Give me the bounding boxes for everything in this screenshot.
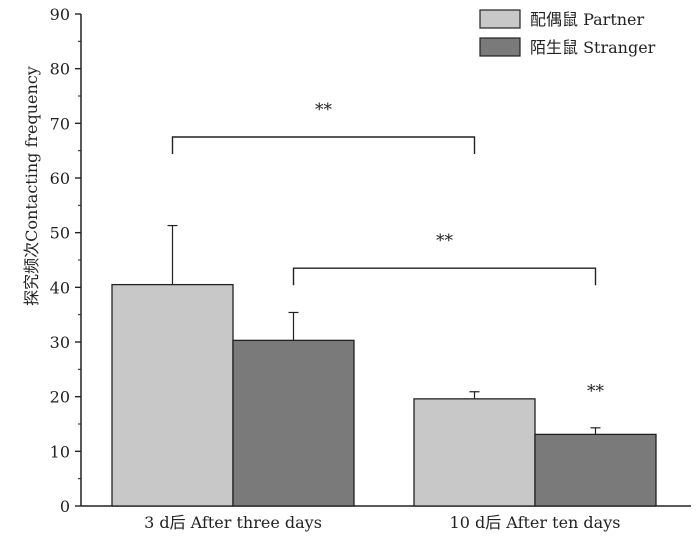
x-tick-label: 10 d后 After ten days	[450, 513, 621, 532]
significance-label: **	[315, 100, 333, 120]
significance-bracket	[171, 136, 476, 154]
y-tick-label: 0	[60, 497, 70, 516]
bar	[111, 283, 234, 507]
error-bars	[167, 224, 601, 435]
significance-label: **	[436, 231, 454, 251]
significance-label: **	[587, 382, 605, 402]
y-tick-label: 40	[50, 278, 70, 297]
bars	[111, 283, 657, 507]
significance-bracket	[292, 267, 597, 286]
bar	[534, 433, 657, 507]
legend: 配偶鼠 Partner 陌生鼠 Stranger	[479, 9, 656, 57]
y-tick-label: 90	[50, 5, 70, 24]
legend-label: 陌生鼠 Stranger	[530, 38, 656, 57]
legend-label: 配偶鼠 Partner	[530, 10, 645, 29]
legend-swatch	[479, 9, 521, 29]
y-tick-label: 30	[50, 333, 70, 352]
x-tick-label: 3 d后 After three days	[144, 513, 322, 532]
y-tick-label: 60	[50, 169, 70, 188]
bar	[413, 398, 536, 507]
y-tick-label: 50	[50, 224, 70, 243]
legend-swatch	[479, 37, 521, 57]
significance-markers: ** ** **	[171, 100, 605, 402]
x-axis: 3 d后 After three days 10 d后 After ten day…	[144, 513, 620, 532]
bar	[232, 339, 355, 507]
y-tick-label: 20	[50, 388, 70, 407]
y-tick-label: 70	[50, 114, 70, 133]
y-axis-label: 探究频次Contacting frequency	[22, 66, 41, 306]
y-tick-label: 80	[50, 60, 70, 79]
y-tick-label: 10	[50, 442, 70, 461]
